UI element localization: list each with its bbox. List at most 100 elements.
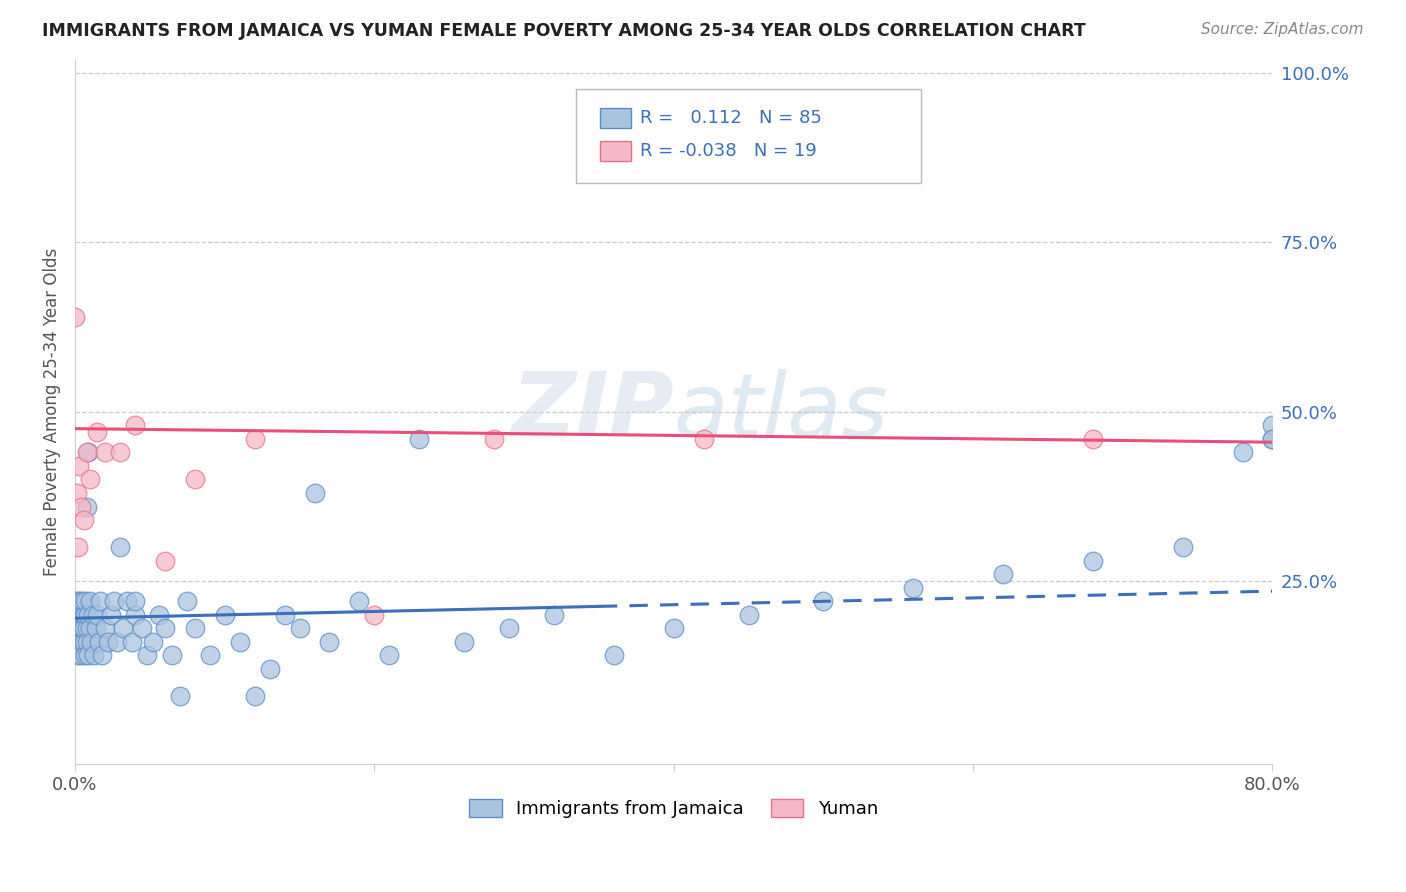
Point: [66, 648, 89, 663]
Point: [86, 607, 108, 622]
Point: [318, 635, 340, 649]
Point: [75, 607, 97, 622]
Point: [72, 635, 94, 649]
Point: [228, 635, 250, 649]
Point: [184, 472, 207, 486]
Point: [66, 607, 89, 622]
Point: [692, 432, 714, 446]
Point: [97, 635, 120, 649]
Point: [349, 594, 371, 608]
Point: [69, 458, 91, 473]
Point: [73, 607, 96, 622]
Point: [184, 621, 207, 635]
Point: [124, 418, 146, 433]
Point: [63, 607, 86, 622]
Point: [84, 621, 107, 635]
Point: [76, 635, 98, 649]
Point: [1081, 554, 1104, 568]
Point: [142, 635, 165, 649]
Point: [1261, 432, 1284, 446]
Point: [75, 648, 97, 663]
Point: [603, 648, 626, 663]
Point: [482, 432, 505, 446]
Point: [76, 445, 98, 459]
Text: ZIP: ZIP: [510, 368, 673, 455]
Point: [65, 621, 87, 635]
Point: [69, 594, 91, 608]
Point: [288, 621, 311, 635]
Point: [117, 594, 139, 608]
Point: [304, 486, 326, 500]
Point: [243, 689, 266, 703]
Point: [1261, 418, 1284, 433]
Point: [72, 594, 94, 608]
Point: [543, 607, 565, 622]
Point: [65, 594, 87, 608]
Point: [153, 554, 176, 568]
Point: [273, 607, 295, 622]
Point: [70, 621, 93, 635]
Point: [87, 635, 110, 649]
Point: [903, 581, 925, 595]
Point: [813, 594, 835, 608]
Point: [363, 607, 385, 622]
Text: IMMIGRANTS FROM JAMAICA VS YUMAN FEMALE POVERTY AMONG 25-34 YEAR OLDS CORRELATIO: IMMIGRANTS FROM JAMAICA VS YUMAN FEMALE …: [42, 22, 1085, 40]
Point: [69, 607, 91, 622]
Point: [105, 635, 128, 649]
Point: [94, 445, 117, 459]
Point: [498, 621, 520, 635]
Point: [1261, 432, 1284, 446]
Point: [73, 513, 96, 527]
Point: [69, 621, 91, 635]
Point: [63, 310, 86, 324]
Point: [169, 689, 191, 703]
Point: [243, 432, 266, 446]
Point: [453, 635, 475, 649]
Point: [662, 621, 685, 635]
Point: [131, 621, 153, 635]
Point: [66, 635, 89, 649]
Point: [79, 472, 101, 486]
Point: [124, 594, 146, 608]
Point: [79, 594, 101, 608]
Point: [94, 621, 117, 635]
Point: [408, 432, 430, 446]
Point: [77, 445, 100, 459]
Point: [378, 648, 401, 663]
Point: [121, 635, 143, 649]
Point: [70, 500, 93, 514]
Text: R = -0.038   N = 19: R = -0.038 N = 19: [640, 142, 817, 160]
Point: [176, 594, 198, 608]
Point: [77, 648, 100, 663]
Point: [75, 594, 97, 608]
Point: [82, 607, 104, 622]
Point: [72, 621, 94, 635]
Point: [148, 607, 170, 622]
Point: [89, 594, 111, 608]
Point: [108, 540, 131, 554]
Point: [76, 621, 98, 635]
Point: [91, 648, 114, 663]
Point: [1171, 540, 1194, 554]
Point: [259, 662, 281, 676]
Point: [124, 607, 146, 622]
Point: [1232, 445, 1254, 459]
Point: [79, 621, 101, 635]
Point: [991, 567, 1014, 582]
Text: Source: ZipAtlas.com: Source: ZipAtlas.com: [1201, 22, 1364, 37]
Point: [737, 607, 759, 622]
Point: [103, 594, 125, 608]
Text: R =   0.112   N = 85: R = 0.112 N = 85: [640, 109, 821, 127]
Text: atlas: atlas: [673, 368, 889, 455]
Point: [69, 635, 91, 649]
Point: [83, 648, 105, 663]
Point: [100, 607, 122, 622]
Y-axis label: Female Poverty Among 25-34 Year Olds: Female Poverty Among 25-34 Year Olds: [44, 248, 60, 576]
Point: [70, 607, 93, 622]
Point: [73, 621, 96, 635]
Point: [153, 621, 176, 635]
Point: [198, 648, 221, 663]
Point: [111, 621, 134, 635]
Point: [65, 486, 87, 500]
Point: [76, 500, 98, 514]
